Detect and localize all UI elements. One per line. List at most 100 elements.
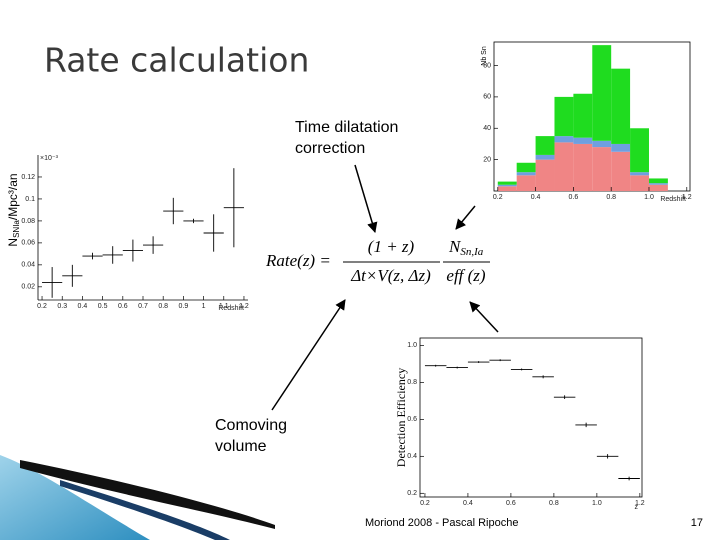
- bar-segment: [630, 128, 649, 173]
- x-tick-label: 0.9: [179, 303, 189, 310]
- plot-frame: [419, 337, 643, 498]
- y-tick-label: 0.06: [21, 240, 35, 247]
- axis-multiplier: ×10⁻³: [40, 155, 59, 162]
- x-tick-label: 0.4: [78, 303, 88, 310]
- y-axis-label: Nb Sn: [481, 46, 488, 66]
- bar-segment: [535, 136, 555, 155]
- footer: Moriond 2008 - Pascal Ripoche: [365, 517, 518, 529]
- bar-segment: [630, 175, 649, 191]
- arrow: [455, 205, 476, 230]
- x-tick-label: 1.2: [682, 194, 692, 201]
- formula: Rate(z) = (1 + z) Δt×V(z, Δz) NSn,Ia eff…: [265, 237, 490, 285]
- y-tick-label: 0.2: [407, 490, 417, 497]
- y-tick-label: 0.4: [407, 453, 417, 460]
- chart: 0.2 0.3 0.4 0.5 0.6 0.7 0.8 0.9 1 1.1 1.2 0.02 0.04 0…: [6, 155, 249, 312]
- bar-segment: [573, 93, 593, 138]
- x-axis-label: Redshift: [218, 305, 244, 312]
- annotation: volume: [215, 438, 267, 455]
- bar-segment: [516, 172, 536, 176]
- bar-segment: [648, 183, 668, 185]
- chart: 0.2 0.4 0.6 0.8 1.0 1.2 0.2 0.4 0.6 0.8 1.0 z Detect…: [394, 337, 645, 511]
- arrow: [469, 301, 499, 333]
- swoosh-stripe: [60, 480, 230, 540]
- bar-segment: [497, 184, 517, 187]
- y-tick-label: 0.6: [407, 416, 417, 423]
- bar-segment: [573, 137, 593, 144]
- bar-segment: [648, 178, 668, 184]
- formula-denominator: Δt×V(z, Δz): [350, 266, 431, 285]
- arrow: [354, 164, 378, 234]
- y-tick-label: 0.02: [21, 284, 35, 291]
- label-part: SNIa: [12, 220, 21, 238]
- bar-segment: [554, 142, 574, 191]
- x-tick-label: 1.1: [219, 303, 229, 310]
- x-tick-label: 0.2: [420, 500, 430, 507]
- bar-segment: [535, 154, 555, 160]
- bar-segment: [535, 159, 555, 191]
- formula-lhs: Rate(z) =: [265, 251, 331, 270]
- y-tick-label: 80: [483, 62, 491, 69]
- bar-segment: [554, 96, 574, 137]
- y-tick-label: 20: [483, 156, 491, 163]
- x-tick-label: 0.4: [463, 500, 473, 507]
- swoosh-stripe: [20, 460, 275, 529]
- x-tick-label: 1.2: [239, 303, 249, 310]
- x-tick-label: 0.6: [569, 194, 579, 201]
- label-part: Nb Sn: [481, 46, 488, 66]
- bar-segment: [554, 136, 574, 143]
- annotation: Time dilatation: [295, 119, 398, 136]
- x-tick-label: 0.6: [118, 303, 128, 310]
- label-part: Detection Efficiency: [394, 368, 408, 467]
- x-tick-label: 1.0: [644, 194, 654, 201]
- formula-efficiency: eff (z): [446, 266, 486, 285]
- x-tick-label: 0.8: [606, 194, 616, 201]
- bar-segment: [592, 147, 612, 191]
- y-tick-label: 0.1: [25, 196, 35, 203]
- chart: 0.2 0.4 0.6 0.8 1.0 1.2 20 40 60 80 Redshift Nb Sn: [481, 41, 692, 203]
- x-tick-label: 0.8: [158, 303, 168, 310]
- x-tick-label: 0.2: [493, 194, 503, 201]
- arrow: [271, 299, 346, 411]
- label-part: N: [6, 238, 20, 247]
- bar-segment: [648, 184, 668, 191]
- bar-segment: [497, 181, 517, 185]
- x-tick-label: 0.7: [138, 303, 148, 310]
- slide-title: Rate calculation: [44, 41, 309, 80]
- annotation: correction: [295, 140, 365, 157]
- x-tick-label: 0.5: [98, 303, 108, 310]
- y-tick-label: 60: [483, 94, 491, 101]
- formula-numerator: (1 + z): [368, 237, 415, 256]
- y-tick-label: 0.12: [21, 174, 35, 181]
- x-tick-label: 1.0: [592, 500, 602, 507]
- x-tick-label: 1.2: [635, 500, 645, 507]
- y-axis-label: Detection Efficiency: [394, 368, 408, 467]
- y-tick-label: 40: [483, 125, 491, 132]
- swoosh: [0, 455, 150, 540]
- bar-segment: [573, 143, 593, 191]
- page-number: 17: [691, 517, 703, 529]
- annotation: Comoving: [215, 417, 287, 434]
- formula-count: NSn,Ia: [448, 237, 484, 258]
- label-part: /Mpc³/an: [6, 173, 20, 220]
- x-tick-label: 0.2: [37, 303, 47, 310]
- bar-segment: [497, 186, 517, 191]
- y-axis-label: NSNIa/Mpc³/an: [6, 173, 21, 246]
- y-tick-label: 0.8: [407, 379, 417, 386]
- x-tick-label: 0.3: [57, 303, 67, 310]
- x-tick-label: 0.4: [531, 194, 541, 201]
- x-tick-label: 0.8: [549, 500, 559, 507]
- x-tick-label: 1: [202, 303, 206, 310]
- bar-segment: [592, 45, 612, 141]
- y-tick-label: 0.08: [21, 218, 35, 225]
- x-tick-label: 0.6: [506, 500, 516, 507]
- bar-segment: [516, 162, 536, 173]
- y-tick-label: 0.04: [21, 262, 35, 269]
- bar-segment: [630, 172, 649, 176]
- x-axis-label: Redshift: [660, 196, 686, 203]
- bar-segment: [516, 175, 536, 191]
- y-tick-label: 1.0: [407, 342, 417, 349]
- x-axis-label: z: [635, 504, 639, 511]
- bar-segment: [611, 143, 631, 152]
- bar-segment: [592, 140, 612, 148]
